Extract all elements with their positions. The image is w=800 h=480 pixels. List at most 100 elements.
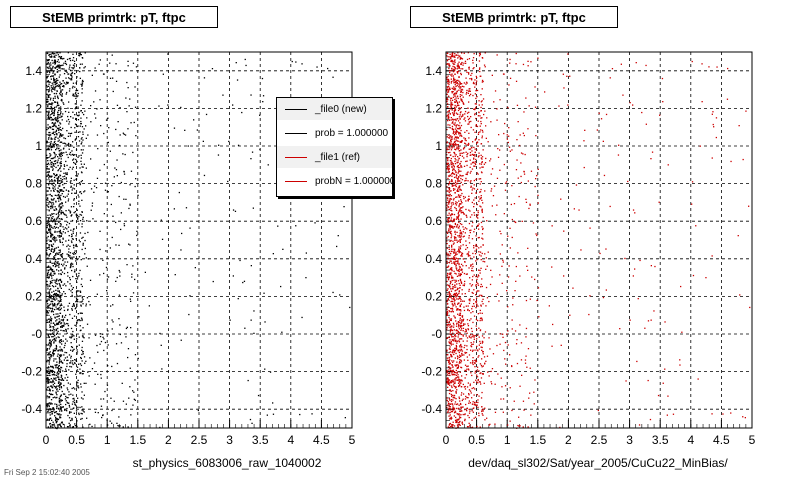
data-point [116, 175, 118, 177]
data-point [469, 424, 471, 426]
data-point [534, 278, 536, 281]
data-point [68, 143, 70, 145]
data-point [76, 258, 78, 261]
data-point [50, 330, 52, 332]
data-point [51, 244, 53, 246]
data-point [57, 374, 59, 376]
data-point [469, 90, 471, 92]
data-point [50, 356, 52, 358]
data-point [466, 82, 468, 84]
data-point [515, 221, 517, 224]
data-point [61, 83, 63, 85]
data-point [446, 354, 448, 356]
data-point [66, 253, 68, 255]
data-point [56, 71, 58, 73]
data-point [502, 336, 504, 338]
data-point [489, 283, 492, 286]
data-point [457, 109, 460, 112]
data-point [316, 66, 318, 68]
data-point [50, 344, 52, 346]
data-point [48, 372, 50, 375]
data-point [53, 197, 55, 200]
data-point [449, 260, 451, 262]
data-point [75, 82, 77, 84]
data-point [49, 99, 52, 101]
data-point [46, 232, 49, 234]
data-point [53, 329, 55, 331]
data-point [56, 144, 58, 146]
data-point [71, 317, 74, 319]
data-point [57, 103, 59, 105]
data-point [49, 226, 51, 228]
data-point [454, 284, 456, 286]
data-point [48, 336, 50, 338]
data-point [452, 286, 454, 288]
data-point [53, 60, 56, 62]
data-point [513, 400, 515, 402]
data-point [58, 364, 60, 367]
data-point [447, 82, 449, 85]
data-point [58, 127, 60, 130]
data-point [55, 118, 57, 120]
data-point [537, 287, 540, 289]
data-point [55, 265, 57, 267]
data-point [47, 147, 49, 149]
data-point [70, 240, 73, 242]
data-point [446, 357, 449, 359]
data-point [124, 153, 126, 156]
data-point [104, 189, 107, 191]
data-point [130, 122, 132, 124]
data-point [70, 177, 72, 179]
data-point [72, 166, 74, 168]
data-point [480, 364, 483, 367]
data-point [62, 68, 64, 70]
data-point [134, 185, 136, 188]
data-point [65, 77, 67, 79]
data-point [446, 136, 448, 138]
data-point [452, 88, 454, 90]
data-point [124, 134, 127, 136]
data-point [59, 87, 61, 89]
data-point [650, 319, 652, 321]
data-point [132, 151, 134, 154]
data-point [46, 253, 48, 255]
data-point [453, 77, 455, 79]
data-point [87, 371, 89, 373]
data-point [453, 86, 455, 88]
data-point [64, 408, 66, 411]
data-point [53, 297, 55, 299]
data-point [452, 390, 454, 392]
data-point [448, 221, 450, 223]
data-point [460, 326, 462, 328]
data-point [490, 370, 492, 373]
data-point [69, 411, 71, 413]
data-point [455, 347, 457, 349]
data-point [452, 168, 454, 170]
data-point [107, 344, 109, 346]
data-point [75, 359, 77, 361]
data-point [61, 181, 64, 183]
data-point [62, 237, 64, 239]
data-point [446, 378, 448, 380]
x-tick-label: 0 [443, 433, 450, 447]
data-point [50, 106, 52, 108]
data-point [59, 251, 61, 253]
data-point [58, 129, 60, 131]
data-point [51, 285, 54, 287]
data-point [448, 292, 451, 294]
data-point [457, 179, 459, 181]
data-point [68, 251, 70, 253]
data-point [50, 333, 52, 336]
data-point [459, 359, 461, 361]
data-point [52, 352, 54, 354]
data-point [632, 104, 634, 106]
data-point [82, 410, 84, 412]
data-point [66, 144, 68, 146]
data-point [447, 111, 449, 113]
data-point [480, 317, 483, 319]
data-point [52, 157, 54, 160]
data-point [499, 343, 501, 345]
data-point [474, 245, 477, 247]
data-point [50, 56, 53, 58]
data-point [59, 162, 61, 165]
